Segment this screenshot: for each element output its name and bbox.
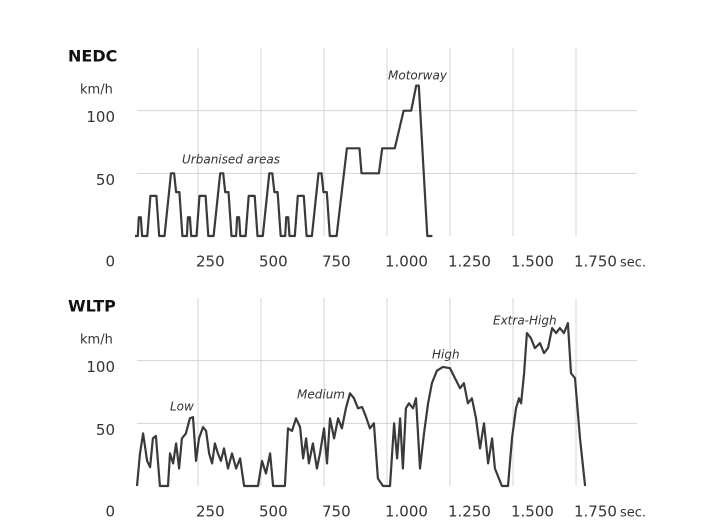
- y-tick-label: 50: [96, 171, 115, 189]
- annotation: Low: [170, 400, 194, 414]
- x-tick-label: 500: [259, 253, 288, 271]
- x-tick-label: 750: [322, 503, 351, 521]
- y-tick-label: 50: [96, 421, 115, 439]
- annotation: Motorway: [388, 69, 448, 83]
- x-tick-label: 1.500: [511, 503, 554, 521]
- x-tick-label: 1.750: [574, 503, 617, 521]
- annotation: Urbanised areas: [182, 153, 280, 167]
- annotation: Extra-High: [493, 314, 557, 328]
- speed-line: [135, 322, 587, 488]
- x-tick-label: 1.250: [448, 503, 491, 521]
- x-tick-label: 1.000: [385, 503, 428, 521]
- y-tick-label: 0: [105, 253, 115, 271]
- x-tick-label: 250: [196, 253, 225, 271]
- y-tick-label: 0: [105, 503, 115, 521]
- y-tick-label: 100: [86, 108, 115, 126]
- annotation: Medium: [297, 388, 345, 402]
- x-tick-label: 750: [322, 253, 351, 271]
- y-unit: km/h: [80, 83, 113, 98]
- x-tick-label: 500: [259, 503, 288, 521]
- x-tick-label: 1.250: [448, 253, 491, 271]
- y-tick-label: 100: [86, 358, 115, 376]
- y-unit: km/h: [80, 333, 113, 348]
- x-tick-label: 250: [196, 503, 225, 521]
- annotation: High: [432, 348, 460, 362]
- chart-title: NEDC: [68, 47, 117, 66]
- speed-line: [135, 84, 433, 238]
- x-unit: sec.: [620, 506, 646, 521]
- chart-title: WLTP: [68, 297, 116, 316]
- x-tick-label: 1.500: [511, 253, 554, 271]
- x-tick-label: 1.750: [574, 253, 617, 271]
- x-unit: sec.: [620, 256, 646, 271]
- x-tick-label: 1.000: [385, 253, 428, 271]
